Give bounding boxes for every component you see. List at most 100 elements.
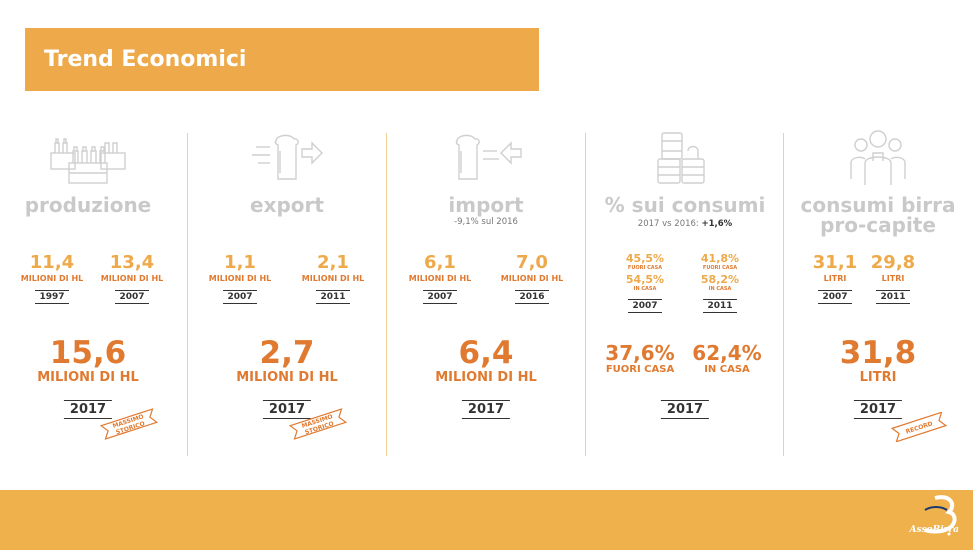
big-stat: 2,7 MILIONI DI HL (187, 335, 387, 386)
heading-import: import (448, 193, 524, 217)
stat-value: 7,0 (516, 252, 548, 273)
pair-year: 2007 (628, 299, 662, 313)
column-divider (187, 133, 188, 456)
big-value: 6,4 (458, 335, 514, 371)
stat-2007: 31,1 LITRI 2007 (805, 253, 865, 304)
ribbon-badge: MASSIMO STORICO (99, 408, 159, 440)
big-unit: FUORI CASA (605, 364, 675, 375)
logo-text: AssoBirra (909, 525, 959, 535)
beer-crates-icon (50, 138, 126, 184)
stat-value: 2,1 (317, 252, 349, 273)
stat-year: 1997 (35, 290, 69, 304)
stat-year: 2007 (423, 290, 457, 304)
in-value: 58,2% (700, 273, 740, 286)
big-in-casa: 62,4% IN CASA (682, 342, 772, 376)
stat-year: 2007 (115, 290, 149, 304)
heading-pro-capite: consumi birra pro-capite (783, 195, 973, 235)
import-subtitle: -9,1% sul 2016 (454, 217, 518, 227)
big-year: 2017 (660, 400, 710, 419)
stat-unit: MILIONI DI HL (500, 274, 564, 283)
stat-unit: MILIONI DI HL (408, 274, 472, 283)
stat-year: 2007 (223, 290, 257, 304)
in-value: 54,5% (625, 273, 665, 286)
big-year: 2017 (262, 400, 312, 419)
stat-2007: 6,1 MILIONI DI HL 2007 (400, 253, 480, 304)
in-unit: IN CASA (708, 286, 732, 292)
big-unit: MILIONI DI HL (236, 370, 338, 385)
column-pro-capite: consumi birra pro-capite 31,1 LITRI 2007… (783, 127, 973, 457)
column-divider (386, 133, 387, 456)
stat-unit: LITRI (823, 274, 847, 283)
subtitle-change: +1,6% (701, 219, 733, 229)
consumi-subtitle: 2017 vs 2016: +1,6% (585, 219, 785, 229)
big-stat: 31,8 LITRI (783, 335, 973, 386)
stat-2007: 1,1 MILIONI DI HL 2007 (200, 253, 280, 304)
stat-2016: 7,0 MILIONI DI HL 2016 (492, 253, 572, 304)
out-unit: FUORI CASA (702, 265, 738, 271)
stat-value: 1,1 (224, 252, 256, 273)
stat-value: 11,4 (29, 252, 75, 273)
stat-2011: 29,8 LITRI 2011 (863, 253, 923, 304)
year-wrap: 2011 (690, 293, 750, 313)
subtitle-prefix: 2017 vs 2016: (637, 219, 699, 229)
big-year: 2017 (63, 400, 113, 419)
pair-2007: 45,5% FUORI CASA 54,5% IN CASA 2007 (615, 253, 675, 313)
heading-line-1: consumi birra (800, 193, 956, 217)
beer-glass-export-icon (252, 134, 323, 180)
big-stat: 15,6 MILIONI DI HL (0, 335, 188, 386)
big-unit: MILIONI DI HL (435, 370, 537, 385)
heading-export: export (250, 193, 324, 217)
stat-value: 6,1 (424, 252, 456, 273)
big-unit: LITRI (859, 370, 897, 385)
stat-year: 2011 (876, 290, 910, 304)
stat-year: 2011 (316, 290, 350, 304)
out-value: 45,5% (625, 252, 665, 265)
big-value: 2,7 (259, 335, 315, 371)
big-value: 62,4% (692, 341, 762, 365)
out-unit: FUORI CASA (627, 265, 663, 271)
stat-year: 2007 (818, 290, 852, 304)
column-import: import -9,1% sul 2016 6,1 MILIONI DI HL … (386, 127, 586, 457)
heading-produzione: produzione (24, 193, 152, 217)
bottom-band (0, 490, 973, 550)
big-unit: IN CASA (704, 364, 750, 375)
beer-glass-import-icon (455, 134, 522, 180)
column-divider (783, 133, 784, 456)
big-value: 37,6% (605, 341, 675, 365)
stat-unit: MILIONI DI HL (301, 274, 365, 283)
stat-year: 2016 (515, 290, 549, 304)
stat-1997: 11,4 MILIONI DI HL 1997 (12, 253, 92, 304)
stat-value: 31,1 (812, 252, 858, 273)
big-fuori-casa: 37,6% FUORI CASA (595, 342, 685, 376)
stat-unit: MILIONI DI HL (208, 274, 272, 283)
big-value: 31,8 (839, 335, 917, 371)
assobirra-logo (924, 495, 957, 536)
stat-value: 29,8 (870, 252, 916, 273)
big-stat: 6,4 MILIONI DI HL (386, 335, 586, 386)
out-value: 41,8% (700, 252, 740, 265)
column-divider (585, 133, 586, 456)
in-unit: IN CASA (633, 286, 657, 292)
stat-2011: 2,1 MILIONI DI HL 2011 (293, 253, 373, 304)
big-year: 2017 (461, 400, 511, 419)
kegs-icon (657, 132, 705, 184)
title-banner: Trend Economici (25, 28, 539, 91)
year-wrap: 2007 (615, 293, 675, 313)
column-consumi: % sui consumi 2017 vs 2016: +1,6% 45,5% … (585, 127, 785, 457)
big-value: 15,6 (49, 335, 127, 371)
big-year: 2017 (853, 400, 903, 419)
stat-unit: LITRI (881, 274, 905, 283)
people-icon (850, 130, 906, 185)
pair-2011: 41,8% FUORI CASA 58,2% IN CASA 2011 (690, 253, 750, 313)
stat-value: 13,4 (109, 252, 155, 273)
ribbon-badge: MASSIMO STORICO (288, 408, 348, 440)
heading-consumi: % sui consumi (604, 193, 766, 217)
pair-year: 2011 (703, 299, 737, 313)
page-title: Trend Economici (44, 47, 247, 72)
column-produzione: produzione 11,4 MILIONI DI HL 1997 13,4 … (0, 127, 188, 457)
heading-line-2: pro-capite (820, 213, 936, 237)
ribbon-badge: RECORD (890, 412, 948, 442)
column-export: export 1,1 MILIONI DI HL 2007 2,1 MILION… (187, 127, 387, 457)
stat-unit: MILIONI DI HL (20, 274, 84, 283)
stat-2007: 13,4 MILIONI DI HL 2007 (92, 253, 172, 304)
